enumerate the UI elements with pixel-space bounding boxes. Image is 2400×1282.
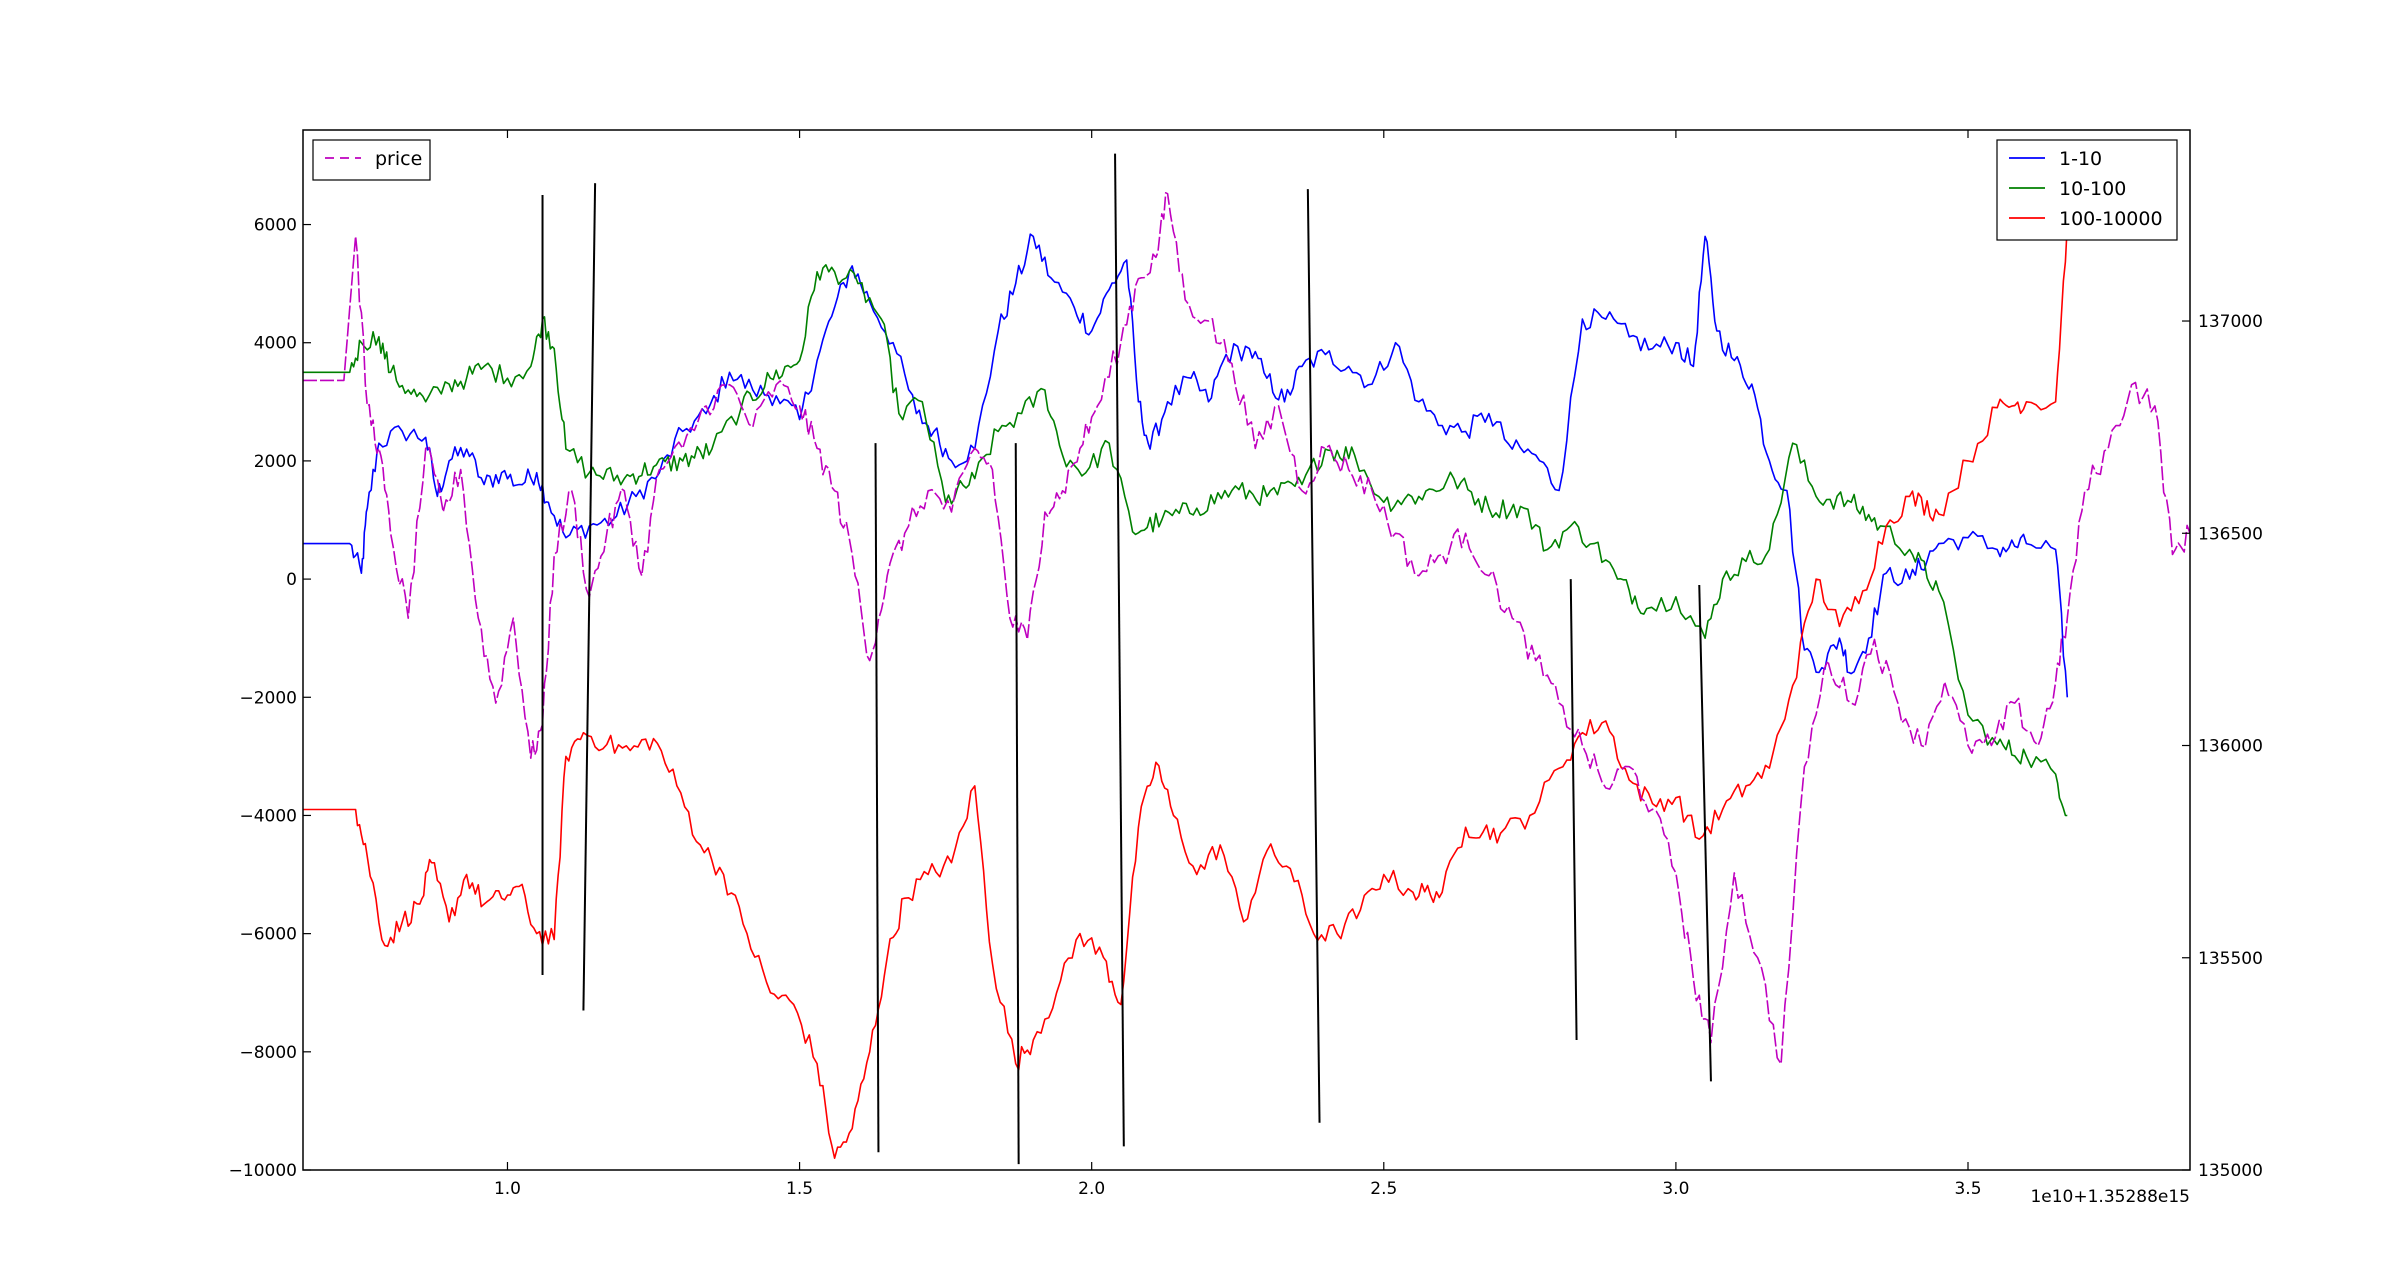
y-right-tick-label: 137000: [2198, 312, 2263, 332]
marker-line-5: [1114, 153, 1125, 1147]
y-left-tick-label: 0: [286, 570, 297, 590]
series-layer: [303, 192, 2190, 1159]
legend-label-100-10000: 100-10000: [2059, 208, 2163, 230]
legend-label-price: price: [375, 148, 422, 170]
legend-label-1-10: 1-10: [2059, 148, 2102, 170]
marker-line-4: [1014, 443, 1020, 1165]
series-line-100-10000: [303, 224, 2069, 1159]
legend-bands: 1-10 10-100 100-10000: [1996, 139, 2178, 241]
series-line-1-10: [303, 233, 2069, 698]
x-tick-label: 3.5: [1954, 1179, 1981, 1199]
y-left-tick-label: −10000: [229, 1161, 297, 1181]
legend-label-10-100: 10-100: [2059, 178, 2126, 200]
tick-layer: 1.0 1.5 2.0 2.5 3.0 3.5 6000 4000 2000 0 −2000 −400…: [229, 130, 2263, 1199]
x-tick-label: 2.0: [1078, 1179, 1105, 1199]
plot-frame: [302, 129, 2191, 1171]
marker-line-8: [1698, 584, 1712, 1082]
legend-box: [1996, 139, 2178, 241]
y-left-tick-label: −6000: [239, 925, 297, 945]
marker-line-2: [582, 183, 597, 1011]
y-left-tick-label: −2000: [239, 688, 297, 708]
x-offset-label: 1e10+1.35288e15: [2030, 1187, 2190, 1207]
marker-line-6: [1306, 189, 1321, 1123]
marker-line-3: [874, 443, 880, 1153]
y-left-tick-label: −8000: [239, 1043, 297, 1063]
series-line-price: [303, 192, 2190, 1065]
y-right-tick-label: 135000: [2198, 1161, 2263, 1181]
y-right-tick-label: 135500: [2198, 949, 2263, 969]
y-left-tick-label: 4000: [254, 334, 297, 354]
y-right-tick-label: 136500: [2198, 524, 2263, 544]
legend-price: price: [312, 139, 431, 181]
y-left-tick-label: −4000: [239, 806, 297, 826]
y-left-tick-label: 2000: [254, 452, 297, 472]
y-left-tick-label: 6000: [254, 216, 297, 236]
x-tick-label: 1.0: [494, 1179, 521, 1199]
marker-layer: [541, 153, 1712, 1165]
y-right-tick-label: 136000: [2198, 737, 2263, 757]
x-tick-label: 1.5: [786, 1179, 813, 1199]
x-tick-label: 2.5: [1370, 1179, 1397, 1199]
legend-box: [312, 139, 431, 181]
marker-line-7: [1569, 579, 1578, 1041]
x-tick-label: 3.0: [1662, 1179, 1689, 1199]
series-line-10-100: [303, 264, 2068, 817]
